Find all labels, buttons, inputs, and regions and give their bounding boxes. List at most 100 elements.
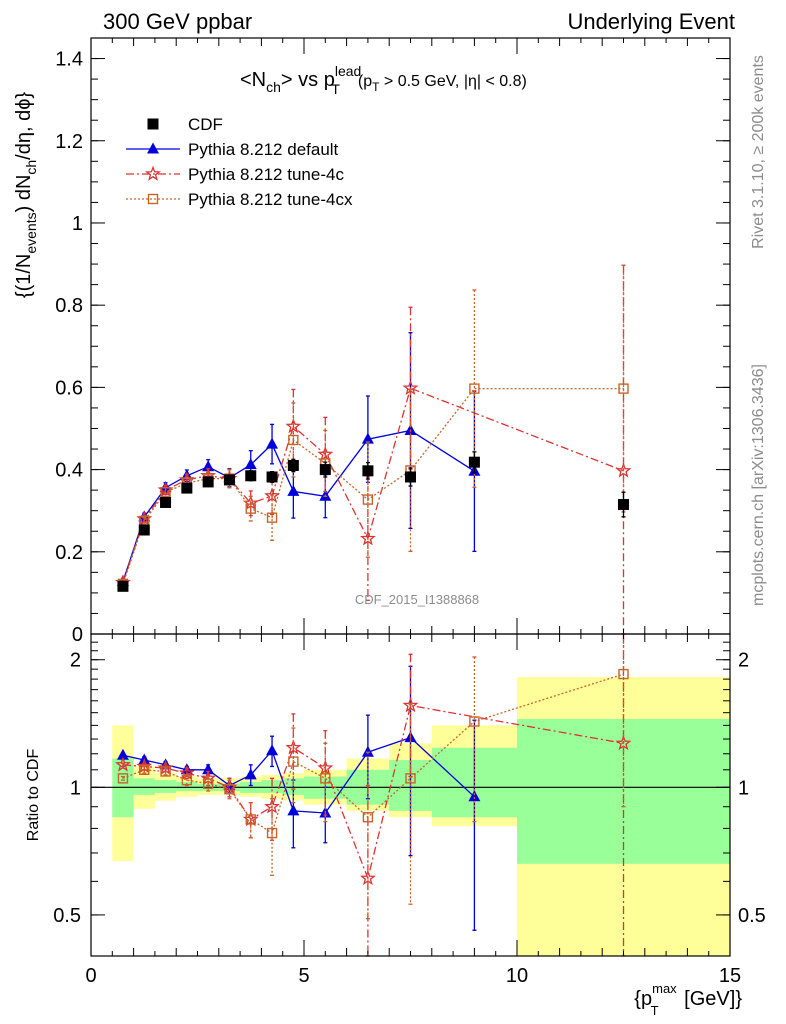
ratio-point-tune4cx <box>288 756 299 767</box>
legend: CDF Pythia 8.212 default Pythia 8.212 tune… <box>126 115 353 209</box>
rivet-label: Rivet 3.1.10, ≥ 200k events <box>750 55 767 249</box>
ratio-point-default <box>287 804 300 816</box>
main-point-default <box>287 484 300 496</box>
ratio-band-green <box>261 780 283 793</box>
ratio-point-tune4c <box>136 758 153 774</box>
main-point-cdf <box>468 456 480 468</box>
main-ytick-label: 0.4 <box>55 460 83 482</box>
legend-label-default: Pythia 8.212 default <box>188 140 339 159</box>
ratio-point-tune4cx <box>139 764 150 775</box>
main-point-cdf <box>405 471 416 483</box>
title-sub-a: ch <box>266 79 281 95</box>
ratio-point-default <box>116 748 129 760</box>
xlabel-part-b: [GeV]} <box>679 988 743 1010</box>
ratio-point-tune4cx <box>202 778 214 789</box>
legend-marker-tune4c <box>145 165 161 181</box>
main-point-cdf <box>117 580 129 592</box>
main-point-default <box>244 458 257 470</box>
legend-marker-default <box>147 142 159 154</box>
ratio-point-tune4cx <box>117 773 129 784</box>
main-ytick-label: 1.2 <box>55 131 83 153</box>
ratio-point-tune4cx <box>469 716 480 727</box>
ratio-ytick-label-right: 2 <box>738 650 749 672</box>
ratio-point-tune4cx <box>405 773 416 784</box>
ratio-point-tune4c <box>264 798 280 814</box>
main-point-tune4cx <box>469 383 480 394</box>
main-point-cdf <box>160 496 172 508</box>
ratio-point-tune4c <box>285 739 302 755</box>
main-point-cdf <box>202 476 214 488</box>
ratio-point-tune4cx <box>224 783 235 795</box>
ratio-xtick-label: 10 <box>506 965 528 987</box>
main-ytick-label: 1.4 <box>55 49 83 71</box>
header-right: Underlying Event <box>567 9 735 34</box>
main-point-tune4cx <box>245 503 256 514</box>
ylabel-part-b: ) dN <box>13 175 35 213</box>
main-point-default <box>361 432 374 444</box>
main-point-cdf <box>362 465 374 477</box>
ratio-xtick-label: 0 <box>85 965 96 987</box>
main-point-tune4c <box>317 446 334 462</box>
ratio-point-tune4cx <box>160 766 171 777</box>
main-line-tune4cx <box>122 387 624 585</box>
ratio-xtick-label: 15 <box>719 965 741 987</box>
title-sup-b: lead <box>335 63 361 79</box>
main-point-tune4cx <box>618 383 629 394</box>
title-part-a: <N <box>240 69 266 91</box>
xlabel-part-a: {p <box>634 988 652 1010</box>
ylabel-sub-b: ch <box>23 160 39 175</box>
ratio-point-tune4c <box>115 756 131 772</box>
ratio-ytick-label-right: 0.5 <box>738 905 766 927</box>
ratio-panel: 0.5 0.5 1 1 2 2 0 5 10 15 Ratio to CDF {pmax T [Ge… <box>25 633 766 1018</box>
ratio-point-default <box>468 790 481 802</box>
main-ytick-label: 0.2 <box>55 542 83 564</box>
title-cond-sub: T <box>372 80 380 94</box>
main-ytick-label: 1 <box>72 213 83 235</box>
ylabel-part-a: {(1/N <box>13 254 35 298</box>
main-point-tune4c <box>285 418 302 434</box>
main-point-cdf <box>319 464 331 476</box>
ratio-point-tune4cx <box>362 812 374 823</box>
main-point-tune4cx <box>362 494 374 505</box>
main-point-cdf <box>223 474 235 486</box>
ratio-band-green <box>176 781 198 792</box>
title-sub-b: T <box>331 81 340 97</box>
ratio-band-green <box>154 780 177 793</box>
ratio-ytick-label-left: 0.5 <box>53 905 81 927</box>
watermark: CDF_2015_I1388868 <box>355 592 479 607</box>
main-point-tune4cx <box>266 512 278 523</box>
main-panel: 00.20.40.60.811.21.4 <Nch> vs plead T (pT … <box>13 37 731 646</box>
main-point-cdf <box>618 499 629 511</box>
ratio-point-tune4cx <box>618 668 629 680</box>
main-series-tune4cx <box>117 264 629 590</box>
legend-label-tune4c: Pythia 8.212 tune-4c <box>188 165 344 184</box>
main-point-tune4cx <box>160 486 171 498</box>
main-point-tune4c <box>359 530 376 546</box>
main-series-default <box>116 332 481 586</box>
main-ylabel: {(1/Nevents) dNch/dη, dϕ} <box>13 92 39 299</box>
ratio-ytick-label-right: 1 <box>738 777 749 799</box>
ylabel-sub-a: events <box>23 212 39 253</box>
main-line-default <box>122 429 475 582</box>
ratio-ylabel: Ratio to CDF <box>25 749 42 842</box>
main-ytick-label: 0 <box>72 624 83 646</box>
ylabel-part-c: /dη, dϕ} <box>13 92 35 160</box>
title-part-b: > vs p <box>281 69 335 91</box>
ratio-xtick-label: 5 <box>298 965 309 987</box>
ratio-axes: 0.5 0.5 1 1 2 2 0 5 10 15 <box>53 634 766 987</box>
main-point-cdf <box>287 459 299 471</box>
main-line-tune4c <box>122 387 624 583</box>
ratio-series-tune4cx <box>117 633 629 920</box>
ratio-point-tune4c <box>157 759 174 775</box>
xlabel-sub: T <box>651 1003 659 1018</box>
ratio-plot-content <box>91 633 730 957</box>
main-plot-content <box>115 264 632 635</box>
ratio-point-default <box>361 745 374 757</box>
ratio-band-green <box>133 778 155 795</box>
ratio-point-tune4c <box>317 759 334 775</box>
legend-label-tune4cx: Pythia 8.212 tune-4cx <box>188 190 353 209</box>
ratio-point-default <box>244 768 257 780</box>
main-point-tune4cx <box>288 434 299 446</box>
legend-marker-tune4cx <box>147 193 159 205</box>
ratio-point-tune4cx <box>181 774 193 786</box>
